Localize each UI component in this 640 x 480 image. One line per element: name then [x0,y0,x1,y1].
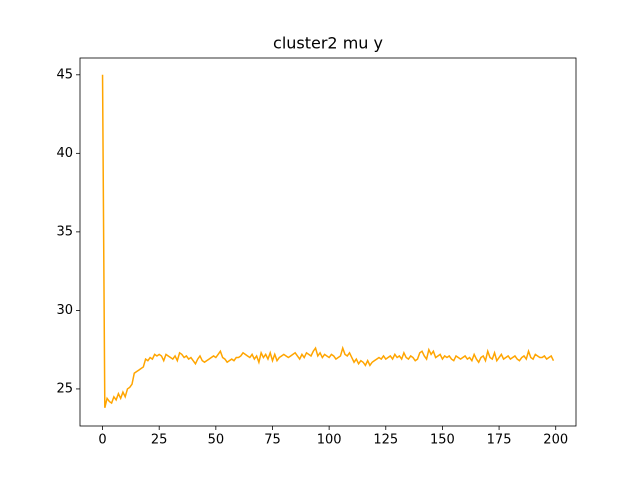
y-tick-label: 30 [56,303,73,318]
y-tick-label: 45 [56,67,73,82]
x-tick-label: 75 [264,433,281,448]
x-tick-label: 25 [151,433,168,448]
x-tick-label: 200 [543,433,568,448]
y-tick-label: 35 [56,224,73,239]
axes-frame [79,57,577,427]
x-tick-label: 100 [317,433,342,448]
x-tick-label: 50 [208,433,225,448]
chart-title: cluster2 mu y [273,34,383,53]
y-tick-label: 25 [56,381,73,396]
x-tick-label: 0 [98,433,106,448]
y-tick-label: 40 [56,146,73,161]
x-tick-label: 150 [430,433,455,448]
data-line [101,74,555,408]
x-tick-label: 125 [373,433,398,448]
x-tick-label: 175 [487,433,512,448]
